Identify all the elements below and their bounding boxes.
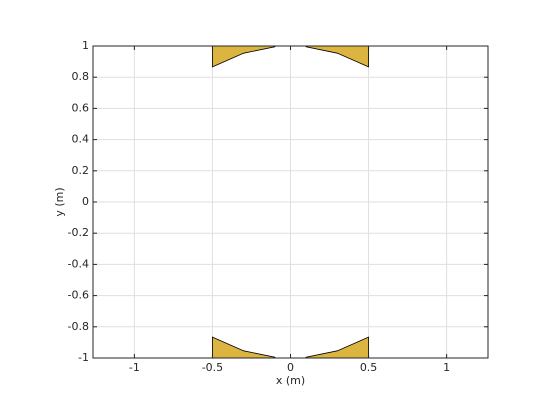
plot-area: [212, 45, 369, 359]
y-tick-label: 0: [82, 195, 89, 208]
x-tick-label: -0.5: [202, 361, 223, 374]
y-tick-label: -0.6: [68, 289, 89, 302]
y-tick-label: 0.8: [72, 70, 90, 83]
x-tick-label: 0: [287, 361, 294, 374]
x-axis-label: x (m): [276, 374, 305, 387]
y-tick-label: 0.2: [72, 164, 90, 177]
y-tick-label: 1: [82, 39, 89, 52]
x-tick-label: 1: [443, 361, 450, 374]
grid: [93, 45, 488, 359]
y-axis-label: y (m): [53, 187, 66, 216]
y-tick-label: 0.4: [72, 133, 90, 146]
y-tick-label: 0.6: [72, 101, 90, 114]
y-tick-label: -1: [78, 351, 89, 364]
x-tick-label: 0.5: [360, 361, 378, 374]
y-tick-label: -0.8: [68, 320, 89, 333]
x-tick-label: -1: [129, 361, 140, 374]
y-tick-label: -0.2: [68, 226, 89, 239]
y-tick-label: -0.4: [68, 257, 89, 270]
